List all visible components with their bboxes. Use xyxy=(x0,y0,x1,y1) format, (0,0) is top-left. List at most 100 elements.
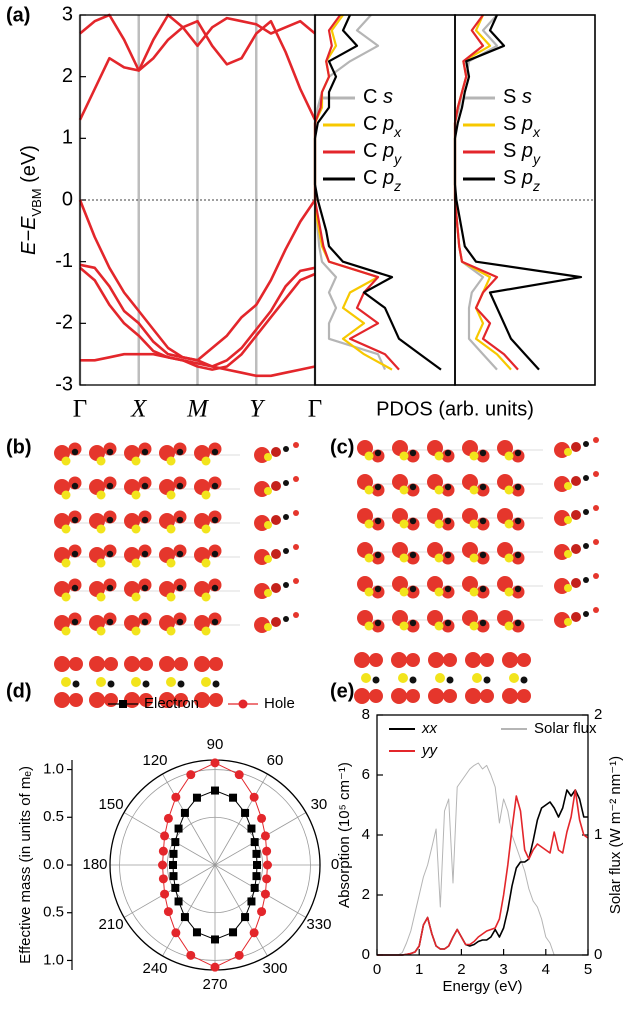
data-marker xyxy=(159,874,168,883)
data-marker xyxy=(241,913,249,921)
atom xyxy=(515,484,521,490)
data-marker xyxy=(211,963,220,972)
data-marker xyxy=(257,907,266,916)
text-part: y xyxy=(393,151,402,167)
text-part: S xyxy=(503,86,522,108)
data-marker xyxy=(119,700,127,708)
atom xyxy=(271,617,281,627)
atom xyxy=(62,457,71,466)
data-marker xyxy=(181,809,189,817)
series-line xyxy=(377,790,588,955)
atom xyxy=(400,486,409,495)
atom xyxy=(283,582,289,588)
atom xyxy=(517,689,531,703)
atom xyxy=(54,656,70,672)
data-marker xyxy=(250,793,259,802)
legend-label: C px xyxy=(363,113,402,139)
data-marker xyxy=(193,928,201,936)
atom xyxy=(443,653,457,667)
atom xyxy=(564,516,572,524)
text-part: z xyxy=(393,178,401,194)
text-part: p xyxy=(382,140,394,162)
atom xyxy=(89,692,105,708)
angle-tick-label: 60 xyxy=(267,752,284,769)
atom xyxy=(54,692,70,708)
atom xyxy=(167,559,176,568)
data-marker xyxy=(247,897,255,905)
x-tick-label: 4 xyxy=(542,961,550,978)
atom xyxy=(72,483,78,489)
atom xyxy=(443,689,457,703)
pdos-line xyxy=(455,15,581,370)
angle-tick-label: 180 xyxy=(82,856,107,873)
atom xyxy=(391,688,407,704)
atom xyxy=(213,681,220,688)
data-marker xyxy=(252,872,260,880)
atom xyxy=(202,593,211,602)
atom xyxy=(124,656,140,672)
text-part: p xyxy=(382,167,394,189)
atom xyxy=(69,693,83,707)
atom xyxy=(375,620,381,626)
legend-label: S px xyxy=(503,113,541,139)
y-tick-label: -1 xyxy=(55,250,73,272)
atom xyxy=(410,586,416,592)
atom xyxy=(283,446,289,452)
atom xyxy=(571,612,581,622)
data-marker xyxy=(186,770,195,779)
atom xyxy=(375,552,381,558)
atom xyxy=(202,525,211,534)
atom xyxy=(142,551,148,557)
atom xyxy=(264,555,272,563)
atom xyxy=(571,442,581,452)
text-part: y xyxy=(532,151,541,167)
text-part: x xyxy=(393,124,402,140)
atom xyxy=(406,689,420,703)
atom xyxy=(142,449,148,455)
legend-label: S pz xyxy=(503,167,540,193)
atom xyxy=(593,437,599,443)
angle-tick-label: 90 xyxy=(207,736,224,753)
atom xyxy=(72,619,78,625)
atom xyxy=(212,483,218,489)
atom xyxy=(435,622,444,631)
text-part: p xyxy=(382,113,394,135)
atom xyxy=(132,525,141,534)
text-part: s xyxy=(522,86,532,108)
atom xyxy=(293,578,299,584)
data-marker xyxy=(229,928,237,936)
atom xyxy=(61,677,71,687)
atom xyxy=(107,517,113,523)
atom xyxy=(159,656,175,672)
text-part: p xyxy=(521,140,533,162)
legend-label: S py xyxy=(503,140,541,166)
x-tick-label: Γ xyxy=(73,396,87,423)
text-part: C xyxy=(363,140,383,162)
panel-label: (a) xyxy=(6,4,30,26)
atom xyxy=(445,518,451,524)
atom xyxy=(271,583,281,593)
angle-tick-label: 150 xyxy=(99,796,124,813)
y-tick-label: 6 xyxy=(362,766,370,783)
atom xyxy=(97,559,106,568)
atom xyxy=(480,689,494,703)
atom xyxy=(271,515,281,525)
pdos-line xyxy=(315,15,385,370)
atom xyxy=(96,677,106,687)
atom xyxy=(354,688,370,704)
atom xyxy=(202,491,211,500)
atom xyxy=(369,653,383,667)
text-part: x xyxy=(532,124,541,140)
atom xyxy=(283,616,289,622)
atom xyxy=(400,588,409,597)
x-axis-label: PDOS (arb. units) xyxy=(376,398,534,420)
atom xyxy=(107,551,113,557)
atom xyxy=(62,627,71,636)
data-marker xyxy=(164,814,173,823)
atom xyxy=(177,483,183,489)
radial-tick-label: 1.0 xyxy=(43,761,64,778)
series-line xyxy=(377,790,588,955)
angle-tick-label: 240 xyxy=(142,960,167,977)
x-tick-label: 5 xyxy=(584,961,592,978)
atom xyxy=(583,611,589,617)
